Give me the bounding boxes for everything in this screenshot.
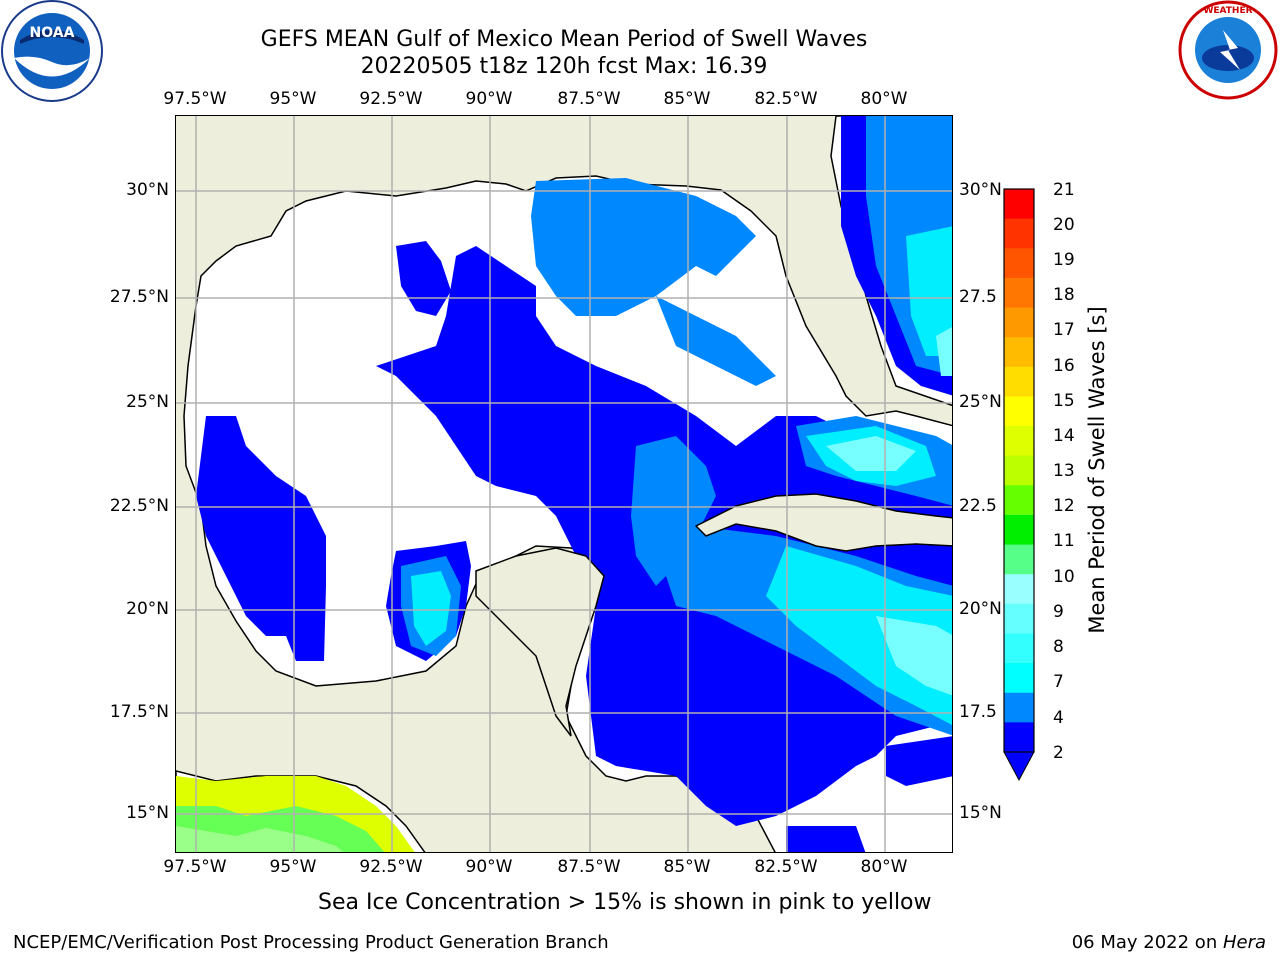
colorbar-tick: 16 xyxy=(1053,356,1075,376)
map-title: GEFS MEAN Gulf of Mexico Mean Period of … xyxy=(260,27,868,52)
colorbar-segment xyxy=(1004,396,1034,427)
lat-label: 30°N xyxy=(959,180,1002,200)
lat-label: 15°N xyxy=(959,803,1002,823)
colorbar-segment xyxy=(1004,455,1034,486)
footer-host: Hera xyxy=(1222,932,1266,953)
colorbar-segment xyxy=(1004,189,1034,220)
colorbar-segment xyxy=(1004,337,1034,368)
noaa-logo: NOAA xyxy=(1,0,103,102)
colorbar-label: Mean Period of Swell Waves [s] xyxy=(1085,306,1109,634)
swell-4-6s-east xyxy=(656,296,776,386)
colorbar-tick: 20 xyxy=(1053,215,1075,235)
colorbar-segment xyxy=(1004,722,1034,753)
lat-label: 17.5°N xyxy=(109,702,169,722)
colorbar-tick: 21 xyxy=(1053,180,1075,200)
cuba-island xyxy=(694,493,952,552)
lat-label: 15°N xyxy=(126,803,169,823)
lat-label: 20°N xyxy=(126,599,169,619)
lat-label: 22.5°N xyxy=(109,496,169,516)
swell-8-9s-caribbean xyxy=(876,616,952,696)
colorbar-segment xyxy=(1004,574,1034,605)
lon-label: 90°W xyxy=(465,857,513,877)
lon-label: 90°W xyxy=(465,89,513,109)
colorbar-segment xyxy=(1004,248,1034,279)
colorbar-tick: 18 xyxy=(1053,285,1075,305)
lon-label: 85°W xyxy=(663,89,711,109)
swell-6-8s-atlantic xyxy=(906,226,952,356)
colorbar-tick: 8 xyxy=(1053,637,1064,657)
colorbar-tick: 19 xyxy=(1053,250,1075,270)
nws-logo: WEATHER xyxy=(1178,0,1278,100)
lat-label: 25°N xyxy=(959,392,1002,412)
colorbar-tick: 14 xyxy=(1053,426,1075,446)
colorbar-tick: 4 xyxy=(1053,708,1064,728)
colorbar-tick: 7 xyxy=(1053,672,1064,692)
colorbar-segment xyxy=(1004,485,1034,516)
lat-label: 17.5 xyxy=(959,702,997,722)
map-panel xyxy=(175,115,953,853)
lon-label: 80°W xyxy=(860,89,908,109)
lat-label: 25°N xyxy=(126,392,169,412)
colorbar-tick: 17 xyxy=(1053,320,1075,340)
colorbar xyxy=(1003,188,1035,782)
swell-2-4s-south2 xyxy=(786,826,866,852)
swell-4-6s xyxy=(531,178,756,316)
lat-label: 30°N xyxy=(126,180,169,200)
swell-8-9s-atlantic xyxy=(936,327,952,376)
swell-6-8s-campeche xyxy=(411,571,451,646)
swell-6-8s-caribbean xyxy=(766,546,952,725)
colorbar-segment xyxy=(1004,307,1034,338)
footer-date-text: 06 May 2022 on xyxy=(1071,932,1223,953)
colorbar-tick: 9 xyxy=(1053,602,1064,622)
map-subtitle: 20220505 t18z 120h fcst Max: 16.39 xyxy=(360,54,768,79)
footer-date: 06 May 2022 on Hera xyxy=(1072,932,1266,953)
swell-8-9s xyxy=(826,436,916,471)
svg-text:WEATHER: WEATHER xyxy=(1203,6,1252,16)
lon-label: 82.5°W xyxy=(754,857,818,877)
colorbar-segment xyxy=(1004,633,1034,664)
lon-label: 97.5°W xyxy=(163,857,227,877)
swell-pacific-lightgreen xyxy=(176,826,344,852)
colorbar-segment xyxy=(1004,514,1034,546)
lon-label: 87.5°W xyxy=(557,89,621,109)
lon-label: 87.5°W xyxy=(557,857,621,877)
colorbar-segment xyxy=(1004,277,1034,309)
lon-label: 82.5°W xyxy=(754,89,818,109)
colorbar-extend-arrow xyxy=(1003,751,1035,782)
svg-text:NOAA: NOAA xyxy=(30,25,75,41)
sea-ice-note: Sea Ice Concentration > 15% is shown in … xyxy=(318,890,932,915)
colorbar-tick: 11 xyxy=(1053,531,1075,551)
lat-label: 22.5 xyxy=(959,496,997,516)
swell-2-4s-south xyxy=(886,736,952,786)
lat-label: 20°N xyxy=(959,599,1002,619)
colorbar-segment xyxy=(1004,603,1034,634)
swell-4-6s-center xyxy=(631,436,716,586)
map-canvas xyxy=(176,116,952,852)
colorbar-tick: 10 xyxy=(1053,567,1075,587)
grid-lines xyxy=(176,116,952,852)
lon-label: 95°W xyxy=(269,857,317,877)
colorbar-segment xyxy=(1004,218,1034,249)
lat-label: 27.5°N xyxy=(109,287,169,307)
colorbar-tick: 15 xyxy=(1053,391,1075,411)
lon-label: 92.5°W xyxy=(359,857,423,877)
lon-label: 80°W xyxy=(860,857,908,877)
colorbar-segment xyxy=(1004,426,1034,457)
colorbar-tick: 13 xyxy=(1053,461,1075,481)
colorbar-tick: 12 xyxy=(1053,496,1075,516)
lat-label: 27.5 xyxy=(959,287,997,307)
colorbar-tick: 2 xyxy=(1053,743,1064,763)
colorbar-segment xyxy=(1004,366,1034,397)
lon-label: 95°W xyxy=(269,89,317,109)
footer-credit: NCEP/EMC/Verification Post Processing Pr… xyxy=(13,932,609,953)
lon-label: 97.5°W xyxy=(163,89,227,109)
colorbar-segment xyxy=(1004,544,1034,575)
yucatan-peninsula xyxy=(475,547,605,737)
lon-label: 92.5°W xyxy=(359,89,423,109)
colorbar-segment xyxy=(1004,663,1034,694)
sea-ice-note-text: Sea Ice Concentration > 15% is shown in … xyxy=(318,890,932,915)
lon-label: 85°W xyxy=(663,857,711,877)
colorbar-segment xyxy=(1004,692,1034,723)
